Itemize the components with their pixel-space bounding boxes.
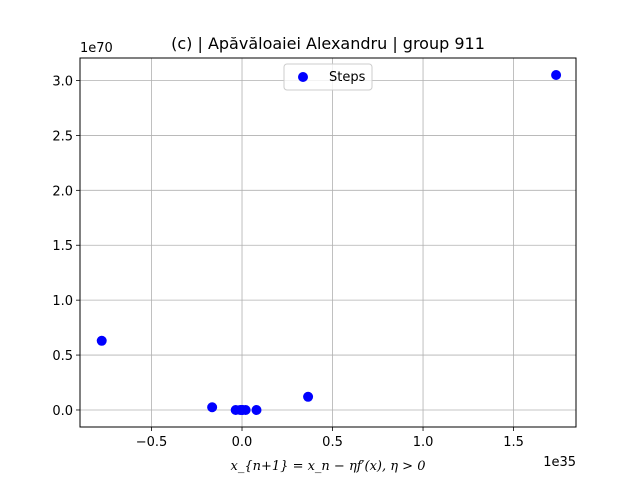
x-axis-ticks: −0.5 0.0 0.5 1.0 1.5 [136, 427, 524, 450]
y-axis-ticks: 0.0 0.5 1.0 1.5 2.0 2.5 3.0 [52, 75, 80, 419]
data-point [251, 404, 262, 415]
x-axis-label: x_{n+1} = x_n − ηf′(x), η > 0 [231, 459, 426, 474]
grid [80, 58, 576, 427]
data-point [240, 404, 251, 415]
legend-label-steps: Steps [329, 70, 366, 85]
x-offset-label: 1e35 [543, 455, 576, 470]
y-tick-label: 1.5 [52, 239, 73, 254]
data-point [207, 402, 218, 413]
x-tick-label: 1.5 [503, 435, 524, 450]
x-tick-label: −0.5 [136, 435, 168, 450]
data-point [230, 404, 241, 415]
y-tick-label: 2.5 [52, 129, 73, 144]
data-point [96, 335, 107, 346]
y-tick-label: 1.0 [52, 294, 73, 309]
plot-frame [79, 57, 577, 428]
data-point [551, 70, 562, 81]
legend: Steps [283, 63, 373, 91]
y-tick-label: 2.0 [52, 184, 73, 199]
legend-box [283, 63, 373, 91]
data-point [303, 391, 314, 402]
y-tick-label: 3.0 [52, 75, 73, 90]
chart-title: (c) | Apăvăloaiei Alexandru | group 911 [171, 34, 485, 53]
x-tick-label: 1.0 [413, 435, 434, 450]
x-tick-label: 0.0 [232, 435, 253, 450]
y-tick-label: 0.5 [52, 349, 73, 364]
y-tick-label: 0.0 [52, 404, 73, 419]
y-offset-label: 1e70 [80, 41, 113, 56]
legend-marker-steps [298, 72, 308, 82]
x-tick-label: 0.5 [322, 435, 343, 450]
data-points [96, 70, 562, 415]
